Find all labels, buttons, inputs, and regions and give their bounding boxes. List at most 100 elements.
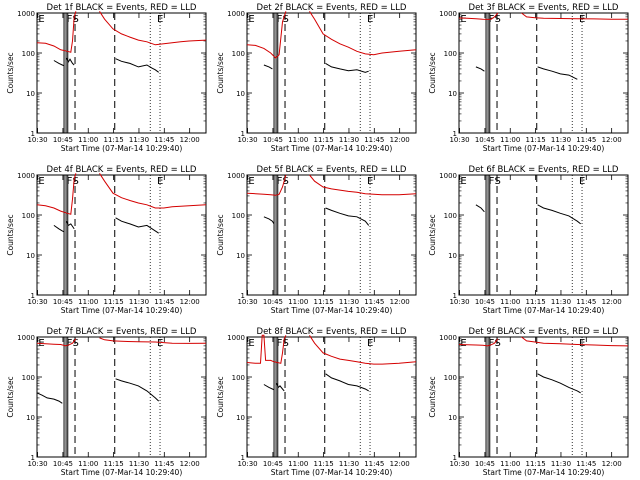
marker-label: E (579, 14, 585, 25)
marker-label: E (38, 14, 44, 25)
marker-label: E (579, 176, 585, 187)
y-axis-label: Counts/sec (216, 214, 225, 255)
x-tick-label: 10:30 (27, 460, 47, 468)
x-tick-label: 10:45 (263, 460, 283, 468)
marker-label: E (460, 338, 466, 349)
y-tick-label: 1000 (439, 334, 457, 342)
marker-label: E (248, 338, 254, 349)
x-tick-label: 11:45 (154, 460, 174, 468)
chart-title: Det 7f BLACK = Events, RED = LLD (47, 327, 197, 337)
x-tick-label: 11:15 (314, 460, 334, 468)
x-tick-label: 11:00 (78, 136, 98, 144)
series-line-lld (521, 12, 628, 20)
x-tick-label: 11:00 (78, 298, 98, 306)
y-tick-label: 1000 (227, 334, 245, 342)
marker-label: S (494, 176, 500, 187)
plot-frame (458, 336, 629, 458)
plot-frame (36, 12, 207, 134)
x-tick-label: 12:00 (180, 136, 200, 144)
y-tick-label: 1 (31, 454, 35, 462)
x-tick-label: 11:00 (500, 460, 520, 468)
x-tick-label: 10:45 (53, 298, 73, 306)
x-tick-label: 11:30 (339, 460, 359, 468)
y-tick-label: 1 (241, 130, 245, 138)
x-tick-label: 11:45 (576, 460, 596, 468)
y-tick-label: 1000 (439, 172, 457, 180)
series-line-lld (99, 337, 207, 344)
marker-label: F (67, 14, 73, 25)
y-tick-label: 100 (22, 374, 35, 382)
x-tick-label: 12:00 (180, 460, 200, 468)
x-tick-label: 11:00 (78, 460, 98, 468)
marker-label: F (277, 338, 283, 349)
x-tick-label: 12:00 (390, 298, 410, 306)
series-line-events (115, 58, 159, 73)
y-axis-label: Counts/sec (428, 214, 437, 255)
y-axis-label: Counts/sec (216, 52, 225, 93)
marker-label: E (367, 176, 373, 187)
series-line-lld (458, 12, 499, 20)
series-line-lld (99, 173, 207, 209)
plot-frame (36, 174, 207, 296)
x-tick-label: 11:30 (551, 460, 571, 468)
x-tick-label: 10:30 (237, 298, 257, 306)
x-tick-label: 11:15 (104, 298, 124, 306)
y-tick-label: 10 (236, 414, 245, 422)
y-tick-label: 1 (453, 454, 457, 462)
series-line-events (36, 392, 63, 404)
marker-label: S (494, 14, 500, 25)
series-line-events (325, 62, 369, 73)
chart-title: Det 1f BLACK = Events, RED = LLD (47, 3, 197, 13)
x-tick-label: 10:30 (449, 460, 469, 468)
series-line-events (276, 383, 285, 392)
y-tick-label: 1 (453, 130, 457, 138)
y-tick-label: 1000 (439, 10, 457, 18)
series-line-events (66, 221, 75, 230)
marker-label: S (72, 176, 78, 187)
x-tick-label: 11:00 (288, 460, 308, 468)
x-axis-label: Start Time (07-Mar-14 10:29:40) (483, 144, 605, 153)
y-axis-label: Counts/sec (6, 214, 15, 255)
series-line-lld (521, 336, 629, 347)
y-tick-label: 1000 (227, 172, 245, 180)
y-tick-label: 100 (22, 212, 35, 220)
x-tick-label: 11:30 (551, 298, 571, 306)
y-axis-label: Counts/sec (6, 376, 15, 417)
y-tick-label: 100 (22, 50, 35, 58)
plot-frame (458, 174, 629, 296)
series-line-events (325, 207, 370, 226)
marker-label: E (460, 14, 466, 25)
x-tick-label: 10:30 (237, 136, 257, 144)
series-line-events (115, 378, 160, 402)
x-tick-label: 12:00 (602, 136, 622, 144)
marker-label: E (157, 176, 163, 187)
x-tick-label: 12:00 (602, 460, 622, 468)
x-tick-label: 12:00 (390, 460, 410, 468)
series-line-lld (309, 335, 417, 365)
marker-label: F (489, 176, 495, 187)
plot-frame (458, 12, 629, 134)
x-tick-label: 10:45 (475, 136, 495, 144)
y-axis-label: Counts/sec (428, 376, 437, 417)
marker-label: E (248, 176, 254, 187)
marker-label: S (282, 338, 288, 349)
x-tick-label: 11:45 (364, 298, 384, 306)
x-tick-label: 11:00 (288, 298, 308, 306)
x-tick-label: 11:45 (364, 136, 384, 144)
y-tick-label: 10 (448, 252, 457, 260)
chart-title: Det 5f BLACK = Events, RED = LLD (257, 165, 407, 175)
series-line-events (325, 373, 369, 392)
series-line-events (475, 204, 485, 213)
marker-label: S (282, 14, 288, 25)
series-line-events (263, 64, 273, 70)
x-tick-label: 11:15 (314, 136, 334, 144)
x-tick-label: 10:30 (449, 298, 469, 306)
x-tick-label: 10:30 (27, 136, 47, 144)
y-tick-label: 10 (26, 414, 35, 422)
x-tick-label: 11:15 (104, 136, 124, 144)
x-tick-label: 12:00 (602, 298, 622, 306)
x-tick-label: 10:45 (53, 136, 73, 144)
y-tick-label: 1000 (17, 10, 35, 18)
x-tick-label: 11:15 (104, 460, 124, 468)
